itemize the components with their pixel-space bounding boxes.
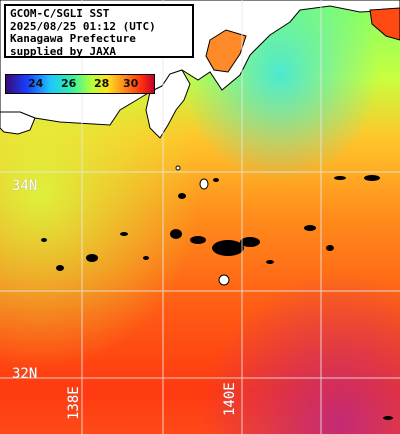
legend-tick-24: 24: [28, 77, 44, 90]
legend-tick-30: 30: [123, 77, 139, 90]
legend-tick-28: 28: [94, 77, 110, 90]
title-box: GCOM-C/SGLI SST 2025/08/25 01:12 (UTC) K…: [4, 4, 194, 58]
lon-label-140e: 140E: [222, 382, 238, 416]
title-line-1: GCOM-C/SGLI SST: [10, 7, 110, 20]
lon-label-138e: 138E: [66, 386, 82, 420]
title-line-4: supplied by JAXA: [10, 44, 116, 58]
cloud-mask: [41, 175, 393, 420]
islands: [175, 165, 230, 286]
color-scale-legend: 24 26 28 30: [5, 74, 155, 94]
lat-label-32n: 32N: [12, 366, 38, 382]
lat-label-34n: 34N: [12, 178, 38, 194]
legend-tick-26: 26: [61, 77, 77, 90]
tokyo-bay: [205, 29, 247, 73]
title-line-2: 2025/08/25 01:12 (UTC): [10, 19, 156, 33]
land-izu-peninsula: [145, 69, 191, 139]
land-west: [0, 111, 36, 135]
land-northeast: [369, 7, 400, 41]
title-line-3: Kanagawa Prefecture: [10, 32, 136, 45]
